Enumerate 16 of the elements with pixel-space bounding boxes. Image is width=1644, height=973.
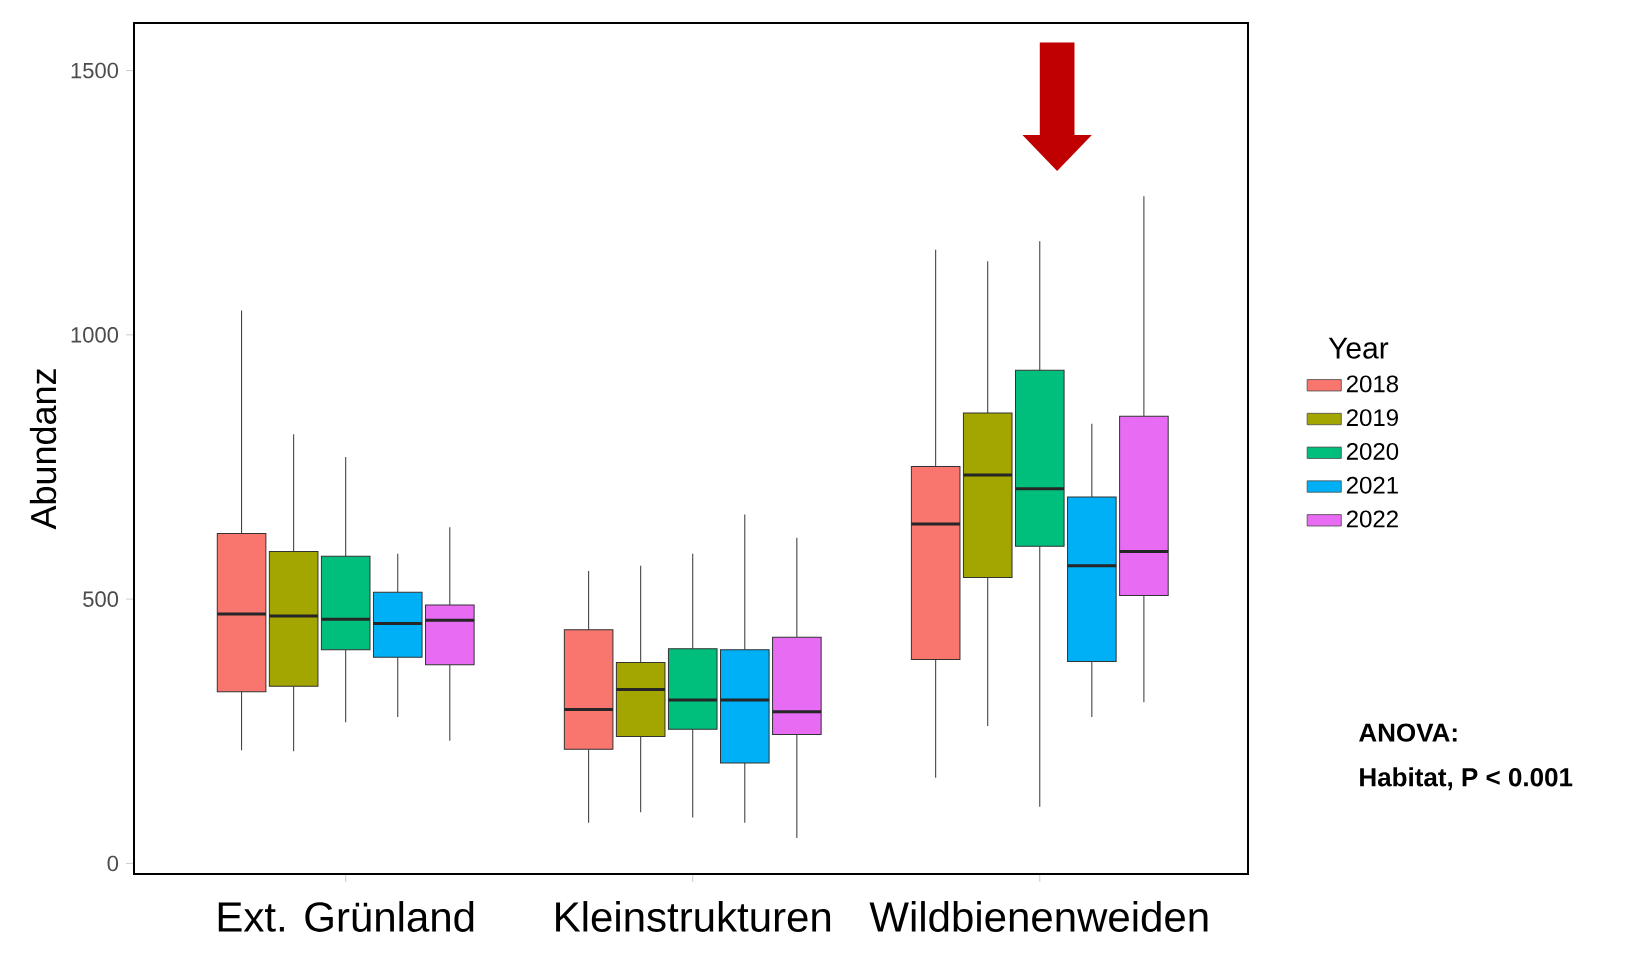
y-tick-label: 500 [83,591,119,607]
legend-label: 2019 [1346,409,1398,427]
x-tick-label: Wildbienenweiden [869,901,1208,932]
legend-label: 2020 [1346,442,1399,460]
legend-label: 2021 [1346,476,1398,494]
y-tick-label: 1500 [71,62,119,79]
y-tick-label: 1000 [71,327,119,343]
text: ANOVA: [1359,723,1457,742]
x-tick-label: Ext. Grünland [218,901,474,932]
x-tick-label: Kleinstrukturen [556,901,831,932]
text: Habitat, P < 0.001 [1360,767,1573,791]
legend-label: 2018 [1346,375,1399,393]
legend-title: Year [1328,337,1389,359]
legend-label: 2022 [1346,510,1398,528]
y-tick-label: 0 [107,855,119,872]
y-axis-title: Abundanz [29,369,57,530]
